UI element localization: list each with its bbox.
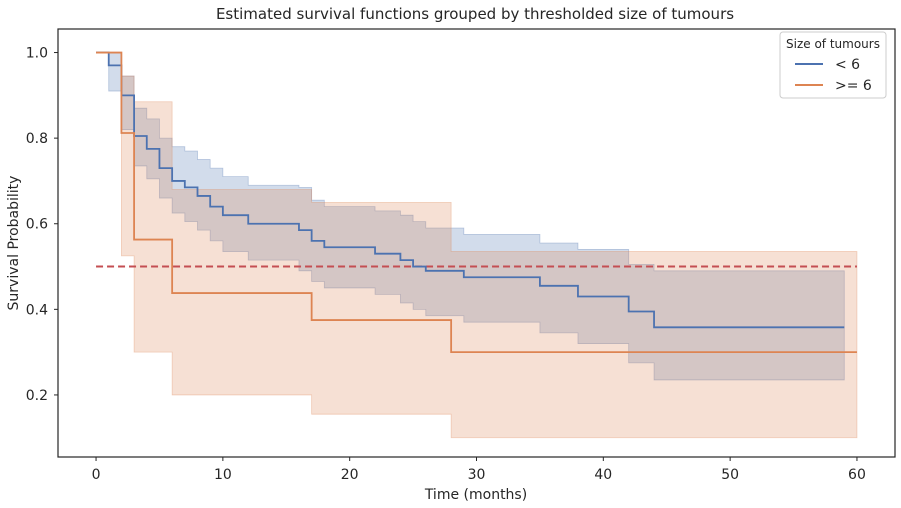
ci-band-lt6 bbox=[96, 52, 845, 381]
survival-line-lt6 bbox=[96, 51, 845, 329]
x-tick-label: 0 bbox=[92, 467, 101, 483]
y-tick-label: 0.6 bbox=[26, 217, 48, 233]
legend-label-lt6: < 6 bbox=[835, 57, 860, 73]
y-tick-label: 0.4 bbox=[26, 302, 48, 318]
x-axis-label: Time (months) bbox=[424, 487, 527, 503]
chart-title: Estimated survival functions grouped by … bbox=[216, 5, 734, 23]
y-axis-label: Survival Probability bbox=[6, 176, 22, 311]
survival-line-ge6 bbox=[96, 51, 857, 354]
axis-ticks: 0 10 20 30 40 50 60 0.2 0.4 0.6 0.8 1.0 bbox=[26, 46, 866, 483]
legend-title: Size of tumours bbox=[786, 37, 880, 51]
y-tick-label: 1.0 bbox=[26, 46, 48, 62]
legend: Size of tumours < 6 >= 6 bbox=[779, 31, 887, 99]
x-tick-label: 30 bbox=[468, 467, 486, 483]
y-tick-label: 0.2 bbox=[26, 388, 48, 404]
x-tick-label: 60 bbox=[848, 467, 866, 483]
legend-label-ge6: >= 6 bbox=[835, 78, 872, 94]
plot-area bbox=[96, 51, 858, 439]
x-tick-label: 10 bbox=[214, 467, 232, 483]
x-tick-label: 50 bbox=[721, 467, 739, 483]
x-tick-label: 40 bbox=[594, 467, 612, 483]
y-tick-label: 0.8 bbox=[26, 131, 48, 147]
x-tick-label: 20 bbox=[341, 467, 359, 483]
legend-box bbox=[779, 31, 887, 99]
